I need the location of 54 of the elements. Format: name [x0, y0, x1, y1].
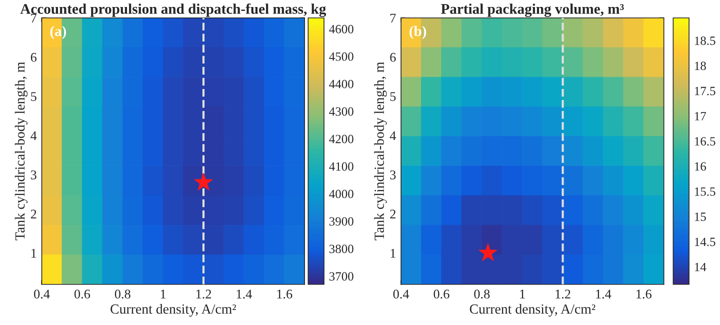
- y-tick-label: 3: [30, 170, 36, 180]
- y-tick-label: 7: [31, 14, 37, 22]
- y-tick-label: 7: [390, 14, 396, 22]
- color-bar-label: 4600: [329, 24, 354, 34]
- y-tick-label: 4: [390, 131, 396, 140]
- color-bar-label: 4500: [329, 52, 354, 61]
- color-bar-label: 4000: [329, 190, 354, 198]
- x-tick-label: 1.4: [596, 290, 612, 299]
- x-tick-label: 0.8: [474, 290, 490, 299]
- x-tick-label: 1.2: [196, 290, 211, 299]
- color-bar-label: 3900: [329, 217, 354, 226]
- x-tick-label: 0.6: [434, 290, 450, 299]
- x-tick-label: 1: [520, 290, 525, 298]
- x-axis-title: Current density, A/cm²: [110, 304, 236, 317]
- color-bar-label: 18.5: [695, 36, 716, 46]
- color-bar-label: 3700: [329, 272, 354, 281]
- x-tick-label: 0.4: [393, 290, 410, 299]
- color-bar-label: 14.5: [695, 238, 716, 246]
- chart-title: Partial packaging volume, m³: [440, 4, 624, 17]
- annotation: (b): [410, 26, 426, 40]
- y-tick-label: 2: [30, 210, 36, 218]
- color-bar-label: 16.5: [695, 137, 716, 146]
- y-tick-label: 6: [390, 52, 396, 62]
- color-bar-label: 18: [695, 62, 706, 70]
- color-bar-label: 15.5: [695, 187, 716, 196]
- x-tick-label: 0.4: [34, 290, 50, 299]
- y-tick-label: 1: [390, 248, 396, 258]
- x-axis-title: Current density, A/cm²: [470, 304, 596, 317]
- x-tick-label: 1.6: [277, 290, 292, 299]
- y-axis-title: Tank cylindrical-body length, m: [14, 62, 28, 240]
- x-tick-label: 1: [160, 290, 166, 298]
- x-tick-label: 1.2: [556, 290, 570, 299]
- y-tick-label: 5: [390, 92, 396, 101]
- x-tick-label: 0.6: [74, 290, 90, 299]
- x-tick-label: 1.4: [236, 290, 252, 299]
- color-bar-label: 14: [695, 262, 706, 272]
- color-bar-label: 15: [695, 212, 706, 221]
- color-bar-label: 16: [695, 162, 706, 171]
- y-tick-label: 2: [390, 210, 396, 218]
- color-bar-label: 4400: [329, 80, 354, 88]
- color-bar-label: 4200: [329, 134, 354, 144]
- color-bar-label: 3800: [329, 244, 354, 254]
- color-bar-label: 4100: [329, 162, 354, 171]
- y-tick-label: 4: [30, 131, 37, 140]
- color-bar-label: 4300: [329, 107, 354, 116]
- color-bar-label: 17.5: [695, 86, 716, 96]
- y-tick-label: 6: [30, 52, 37, 62]
- color-bar-label: 17: [695, 112, 706, 120]
- x-tick-label: 0.8: [114, 290, 130, 299]
- y-tick-label: 3: [390, 170, 396, 180]
- y-tick-label: 1: [31, 248, 36, 258]
- y-axis-title: Tank cylindrical-body length, m: [374, 62, 387, 240]
- x-tick-label: 1.6: [636, 290, 652, 299]
- y-tick-label: 5: [31, 92, 36, 101]
